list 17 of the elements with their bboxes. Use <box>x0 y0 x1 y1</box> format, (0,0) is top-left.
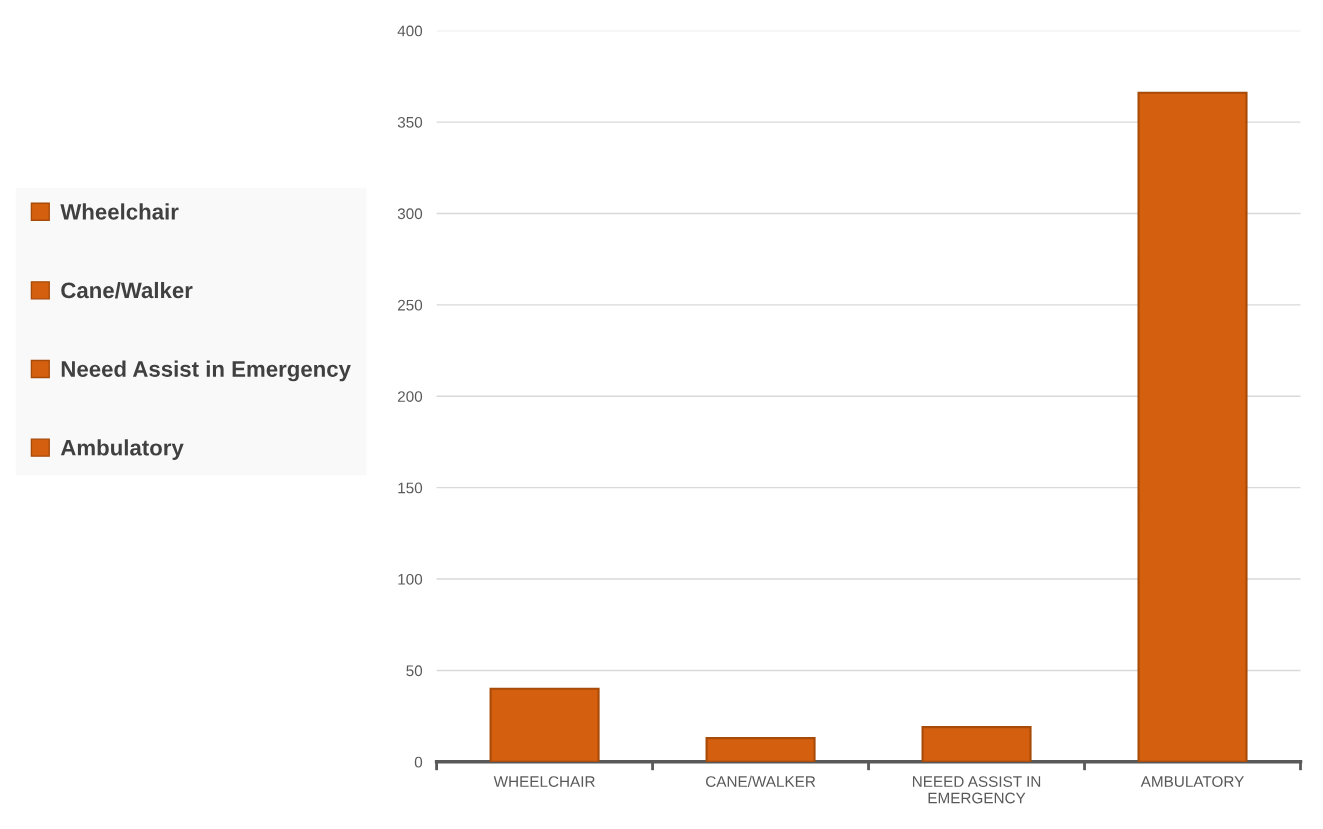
legend-label: Ambulatory <box>60 439 184 460</box>
y-tick-label: 300 <box>397 208 423 220</box>
legend-label: Neeed Assist in Emergency <box>61 360 351 382</box>
y-tick-label: 250 <box>397 299 423 311</box>
y-tick-label: 350 <box>397 116 423 128</box>
y-tick-label: 50 <box>406 665 423 677</box>
y-tick-label: 400 <box>397 25 423 37</box>
y-tick-label: 100 <box>398 573 423 585</box>
legend-label: Wheelchair <box>60 203 179 220</box>
x-tick-label: WHEELCHAIR <box>493 776 595 787</box>
y-tick-label: 0 <box>414 756 423 768</box>
legend-label: Cane/Walker <box>61 281 193 299</box>
y-tick-label: 200 <box>397 391 423 402</box>
y-tick-label: 150 <box>398 482 423 494</box>
x-tick-label: NEEED ASSIST IN EMERGENCY <box>912 776 1041 804</box>
x-tick-label: AMBULATORY <box>1140 776 1244 787</box>
x-tick-label: CANE/WALKER <box>706 775 816 787</box>
